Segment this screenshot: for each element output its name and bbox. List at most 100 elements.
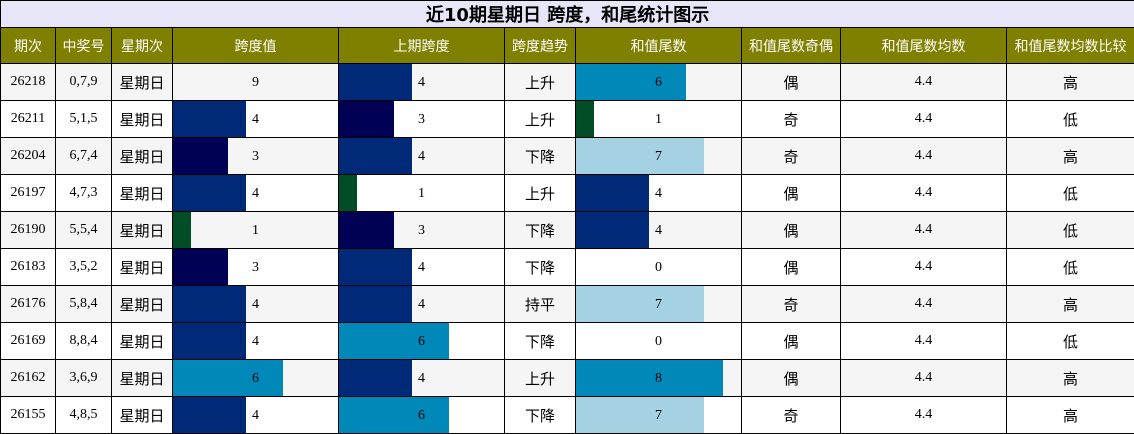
weekday-cell: 星期日 xyxy=(111,359,173,397)
period-cell: 26204 xyxy=(0,137,56,175)
weekday-cell: 星期日 xyxy=(111,174,173,212)
tail-cell-bar xyxy=(576,212,650,248)
compare-cell: 高 xyxy=(1005,359,1134,397)
table-row: 26204 6,7,4 星期日 3 4 下降 7 奇 4.4 高 xyxy=(0,137,1134,175)
span-cell: 9 xyxy=(172,63,339,101)
numbers-cell: 0,7,9 xyxy=(55,63,112,101)
prev-span-cell-value: 6 xyxy=(418,407,425,423)
compare-cell: 高 xyxy=(1005,137,1134,175)
span-cell: 4 xyxy=(172,285,339,323)
table-row: 26183 3,5,2 星期日 3 4 下降 0 偶 4.4 低 xyxy=(0,248,1134,286)
numbers-cell: 3,5,2 xyxy=(55,248,112,286)
parity-cell: 奇 xyxy=(741,100,841,138)
prev-span-cell: 4 xyxy=(338,137,505,175)
parity-cell: 奇 xyxy=(741,396,841,434)
span-cell-value: 6 xyxy=(252,370,259,386)
numbers-cell: 5,1,5 xyxy=(55,100,112,138)
weekday-cell: 星期日 xyxy=(111,211,173,249)
column-header-avg: 和值尾数均数 xyxy=(840,27,1007,64)
span-cell-bar xyxy=(173,249,228,285)
avg-cell: 4.4 xyxy=(840,248,1007,286)
period-cell: 26176 xyxy=(0,285,56,323)
period-cell: 26169 xyxy=(0,322,56,360)
compare-cell: 低 xyxy=(1005,211,1134,249)
weekday-cell: 星期日 xyxy=(111,63,173,101)
avg-cell: 4.4 xyxy=(840,174,1007,212)
tail-cell-value: 4 xyxy=(655,222,662,238)
column-header-compare: 和值尾数均数比较 xyxy=(1005,27,1134,64)
column-header-period: 期次 xyxy=(0,27,56,64)
tail-cell: 7 xyxy=(575,137,742,175)
avg-cell: 4.4 xyxy=(840,285,1007,323)
prev-span-cell-value: 6 xyxy=(418,333,425,349)
prev-span-cell-bar xyxy=(339,249,413,285)
tail-cell: 4 xyxy=(575,174,742,212)
numbers-cell: 8,8,4 xyxy=(55,322,112,360)
prev-span-cell-value: 4 xyxy=(418,148,425,164)
table-row: 26155 4,8,5 星期日 4 6 下降 7 奇 4.4 高 xyxy=(0,396,1134,434)
column-header-weekday: 星期次 xyxy=(111,27,173,64)
trend-cell: 下降 xyxy=(504,396,576,434)
numbers-cell: 4,8,5 xyxy=(55,396,112,434)
period-cell: 26155 xyxy=(0,396,56,434)
parity-cell: 奇 xyxy=(741,285,841,323)
period-cell: 26218 xyxy=(0,63,56,101)
title-row: 近10期星期日 跨度，和尾统计图示 xyxy=(0,0,1134,28)
span-cell: 4 xyxy=(172,174,339,212)
trend-cell: 下降 xyxy=(504,322,576,360)
span-cell: 4 xyxy=(172,322,339,360)
weekday-cell: 星期日 xyxy=(111,322,173,360)
span-cell: 1 xyxy=(172,211,339,249)
span-cell-value: 4 xyxy=(252,407,259,423)
tail-cell: 6 xyxy=(575,63,742,101)
avg-cell: 4.4 xyxy=(840,137,1007,175)
tail-cell-value: 7 xyxy=(655,296,662,312)
column-header-trend: 跨度趋势 xyxy=(504,27,576,64)
tail-cell: 7 xyxy=(575,396,742,434)
trend-cell: 上升 xyxy=(504,100,576,138)
tail-cell-bar xyxy=(576,360,723,396)
trend-cell: 上升 xyxy=(504,359,576,397)
table-row: 26218 0,7,9 星期日 9 4 上升 6 偶 4.4 高 xyxy=(0,63,1134,101)
prev-span-cell-bar xyxy=(339,138,413,174)
parity-cell: 偶 xyxy=(741,248,841,286)
trend-cell: 下降 xyxy=(504,137,576,175)
prev-span-cell-bar xyxy=(339,101,394,137)
tail-cell-value: 7 xyxy=(655,407,662,423)
column-header-prev-span: 上期跨度 xyxy=(338,27,505,64)
header-row: 期次 中奖号 星期次 跨度值 上期跨度 跨度趋势 和值尾数 和值尾数奇偶 和值尾… xyxy=(0,27,1134,64)
weekday-cell: 星期日 xyxy=(111,248,173,286)
tail-cell-bar xyxy=(576,397,705,433)
parity-cell: 偶 xyxy=(741,63,841,101)
numbers-cell: 6,7,4 xyxy=(55,137,112,175)
tail-cell-value: 0 xyxy=(655,259,662,275)
numbers-cell: 5,5,4 xyxy=(55,211,112,249)
avg-cell: 4.4 xyxy=(840,63,1007,101)
compare-cell: 高 xyxy=(1005,396,1134,434)
tail-cell: 4 xyxy=(575,211,742,249)
tail-cell-value: 1 xyxy=(655,111,662,127)
span-cell: 3 xyxy=(172,137,339,175)
span-cell-bar xyxy=(173,138,228,174)
prev-span-cell-value: 4 xyxy=(418,296,425,312)
tail-cell: 8 xyxy=(575,359,742,397)
prev-span-cell-bar xyxy=(339,360,413,396)
tail-cell-bar xyxy=(576,138,705,174)
compare-cell: 低 xyxy=(1005,174,1134,212)
numbers-cell: 4,7,3 xyxy=(55,174,112,212)
column-header-numbers: 中奖号 xyxy=(55,27,112,64)
tail-cell-bar xyxy=(576,64,686,100)
avg-cell: 4.4 xyxy=(840,211,1007,249)
prev-span-cell: 3 xyxy=(338,100,505,138)
page-title: 近10期星期日 跨度，和尾统计图示 xyxy=(0,0,1134,28)
avg-cell: 4.4 xyxy=(840,396,1007,434)
parity-cell: 偶 xyxy=(741,174,841,212)
span-cell-bar xyxy=(173,360,283,396)
tail-cell-value: 7 xyxy=(655,148,662,164)
span-cell-bar xyxy=(173,101,247,137)
prev-span-cell: 4 xyxy=(338,248,505,286)
span-cell-bar xyxy=(173,286,247,322)
compare-cell: 高 xyxy=(1005,285,1134,323)
weekday-cell: 星期日 xyxy=(111,285,173,323)
period-cell: 26190 xyxy=(0,211,56,249)
